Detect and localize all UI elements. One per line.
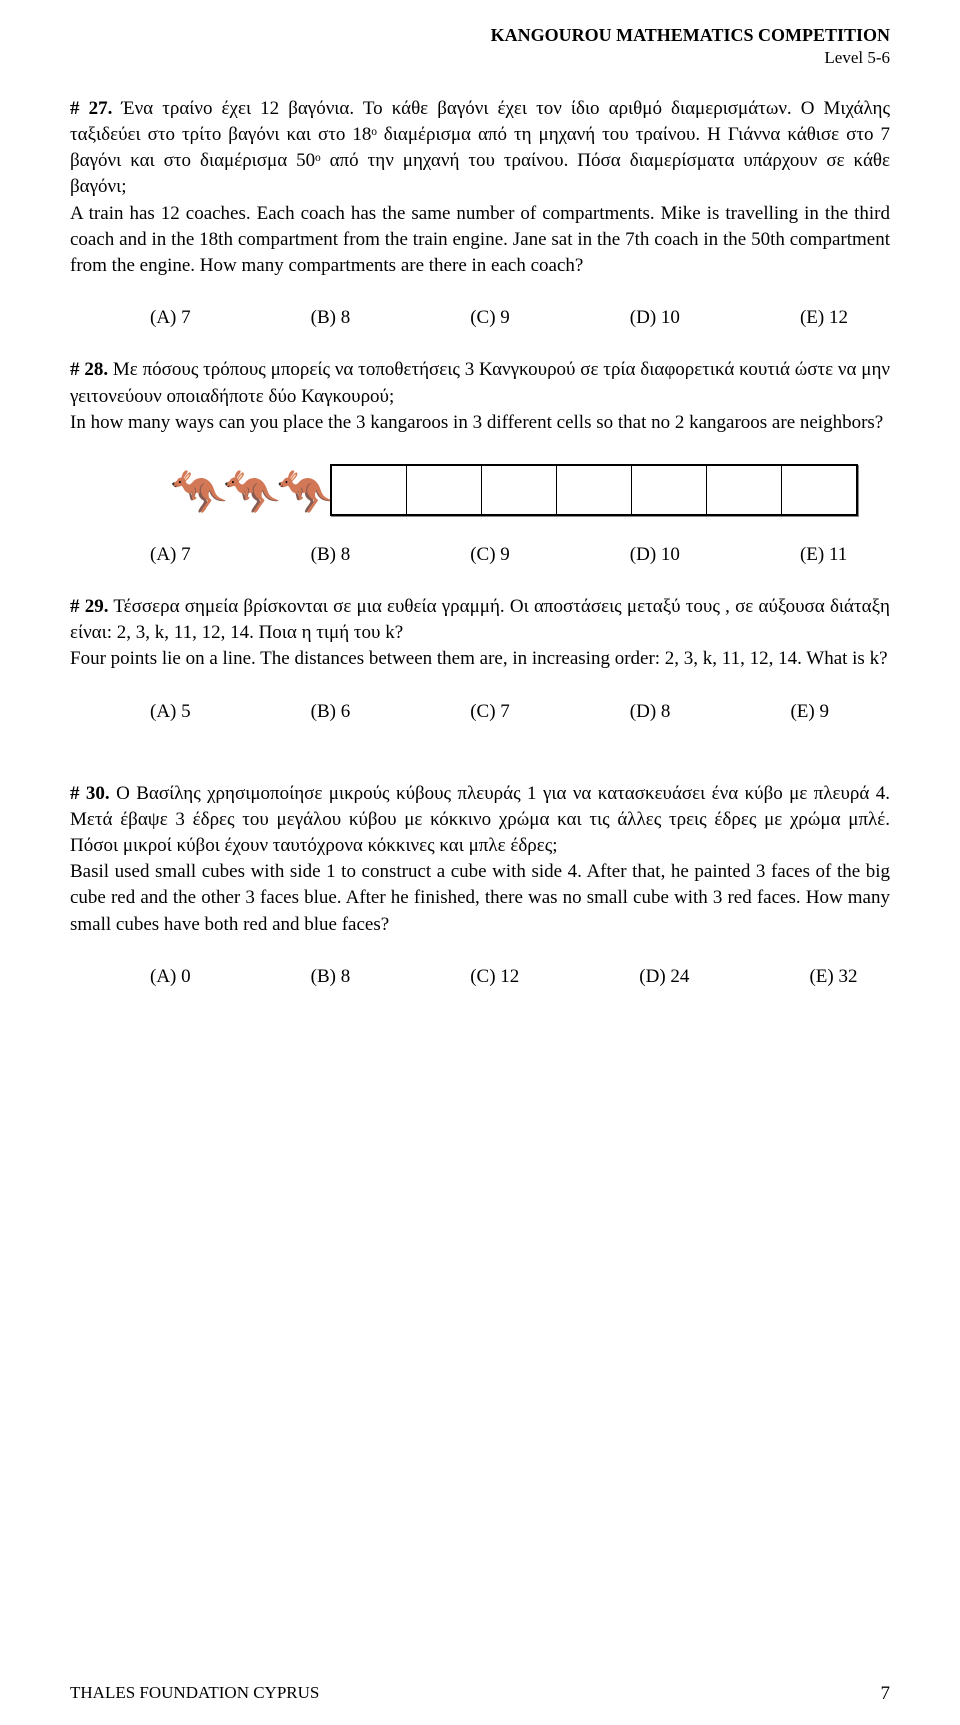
choice-a: (A) 5 [150,701,191,723]
choice-e: (E) 11 [800,544,847,566]
choice-d: (D) 10 [630,307,680,329]
cell [332,466,407,514]
kangaroo-figure: 🦘 🦘 🦘 [170,464,890,516]
choice-b: (B) 8 [311,307,351,329]
question-english: Basil used small cubes with side 1 to co… [70,861,890,934]
question-greek: Ο Βασίλης χρησιμοποίησε μικρούς κύβους π… [70,783,890,856]
choice-b: (B) 8 [311,966,351,988]
question-greek: Ένα τραίνο έχει 12 βαγόνια. Το κάθε βαγό… [70,98,890,198]
choice-d: (D) 10 [630,544,680,566]
kangaroo-icon: 🦘 [223,470,280,516]
choice-e: (E) 32 [809,966,857,988]
cell [407,466,482,514]
competition-title: KANGOUROU MATHEMATICS COMPETITION [70,24,890,47]
question-30: # 30. Ο Βασίλης χρησιμοποίησε μικρούς κύ… [70,781,890,938]
kangaroo-icon: 🦘 [277,470,334,516]
cell [557,466,632,514]
choice-d: (D) 24 [639,966,689,988]
choice-a: (A) 0 [150,966,191,988]
choices-29: (A) 5 (B) 6 (C) 7 (D) 8 (E) 9 [150,701,890,723]
question-english: A train has 12 coaches. Each coach has t… [70,203,890,276]
page-header: KANGOUROU MATHEMATICS COMPETITION Level … [70,24,890,68]
cell [782,466,856,514]
question-english: Four points lie on a line. The distances… [70,648,888,669]
cell [482,466,557,514]
cell-row [330,464,858,516]
choice-a: (A) 7 [150,307,191,329]
choice-c: (C) 12 [470,966,519,988]
choice-c: (C) 9 [470,307,510,329]
choices-30: (A) 0 (B) 8 (C) 12 (D) 24 (E) 32 [150,966,890,988]
choice-c: (C) 9 [470,544,510,566]
page-footer: THALES FOUNDATION CYPRUS 7 [70,1683,890,1705]
question-number: # 29. [70,596,108,617]
question-greek: Με πόσους τρόπους μπορείς να τοποθετήσει… [70,359,890,406]
choice-d: (D) 8 [630,701,671,723]
question-english: In how many ways can you place the 3 kan… [70,412,883,433]
cell [707,466,782,514]
question-number: # 27. [70,98,112,119]
question-27: # 27. Ένα τραίνο έχει 12 βαγόνια. Το κάθ… [70,96,890,280]
choice-a: (A) 7 [150,544,191,566]
choice-b: (B) 6 [311,701,351,723]
footer-org: THALES FOUNDATION CYPRUS [70,1683,319,1705]
cell [632,466,707,514]
choices-27: (A) 7 (B) 8 (C) 9 (D) 10 (E) 12 [150,307,890,329]
kangaroo-icon: 🦘 [170,470,227,516]
question-number: # 30. [70,783,110,804]
choices-28: (A) 7 (B) 8 (C) 9 (D) 10 (E) 11 [150,544,890,566]
choice-e: (E) 9 [790,701,829,723]
question-28: # 28. Με πόσους τρόπους μπορείς να τοποθ… [70,357,890,436]
question-number: # 28. [70,359,108,380]
level-label: Level 5-6 [70,47,890,68]
page: KANGOUROU MATHEMATICS COMPETITION Level … [0,0,960,1725]
choice-e: (E) 12 [800,307,848,329]
question-greek: Τέσσερα σημεία βρίσκονται σε μια ευθεία … [70,596,890,643]
page-number: 7 [881,1683,891,1705]
spacer [70,751,890,781]
choice-b: (B) 8 [311,544,351,566]
question-29: # 29. Τέσσερα σημεία βρίσκονται σε μια ε… [70,594,890,673]
choice-c: (C) 7 [470,701,510,723]
